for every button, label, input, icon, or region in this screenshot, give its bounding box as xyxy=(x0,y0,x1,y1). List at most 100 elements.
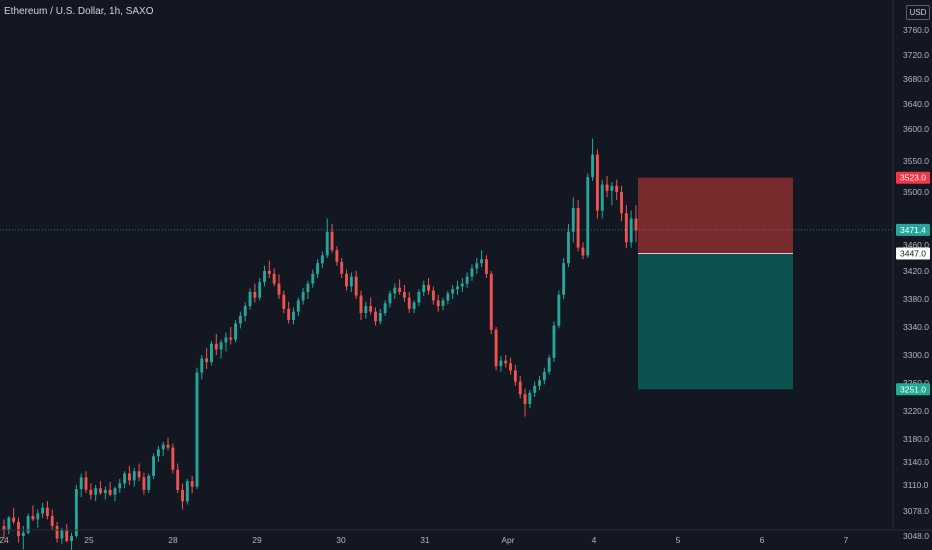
candle[interactable] xyxy=(171,443,175,474)
candle[interactable] xyxy=(475,258,479,274)
candle[interactable] xyxy=(586,173,590,258)
candle[interactable] xyxy=(185,478,189,505)
candle[interactable] xyxy=(181,483,184,510)
candle[interactable] xyxy=(296,297,300,316)
candle[interactable] xyxy=(562,258,566,299)
candle[interactable] xyxy=(393,283,397,299)
candle[interactable] xyxy=(456,280,459,295)
candle[interactable] xyxy=(330,223,334,253)
candle[interactable] xyxy=(528,390,532,409)
candle[interactable] xyxy=(306,280,310,299)
candle[interactable] xyxy=(533,381,537,397)
candle[interactable] xyxy=(26,513,30,535)
candle[interactable] xyxy=(504,355,508,368)
candle[interactable] xyxy=(219,339,223,359)
candle[interactable] xyxy=(137,463,141,482)
candle[interactable] xyxy=(234,320,238,343)
candle[interactable] xyxy=(99,481,102,495)
candle[interactable] xyxy=(12,507,16,525)
candle[interactable] xyxy=(335,246,339,266)
candle[interactable] xyxy=(89,483,93,500)
candle[interactable] xyxy=(581,242,585,260)
candle[interactable] xyxy=(190,475,194,494)
candle[interactable] xyxy=(364,301,368,319)
candle[interactable] xyxy=(55,521,59,543)
candle[interactable] xyxy=(210,341,213,366)
candle[interactable] xyxy=(571,197,575,243)
time-axis[interactable]: 24 25 28 29 30 31 Apr 4 5 6 7 xyxy=(0,529,932,545)
candle[interactable] xyxy=(446,290,450,305)
candle[interactable] xyxy=(118,478,122,494)
candle[interactable] xyxy=(340,258,344,278)
candle[interactable] xyxy=(277,274,281,300)
stop-loss-zone[interactable] xyxy=(638,177,793,254)
candle[interactable] xyxy=(349,272,353,292)
candle[interactable] xyxy=(523,388,527,417)
candle[interactable] xyxy=(41,502,45,518)
candle[interactable] xyxy=(200,355,204,380)
candle[interactable] xyxy=(576,199,580,252)
candle[interactable] xyxy=(383,300,387,316)
candle[interactable] xyxy=(31,505,35,521)
candle[interactable] xyxy=(431,286,435,305)
candle[interactable] xyxy=(629,210,633,248)
candle[interactable] xyxy=(489,271,493,334)
candle[interactable] xyxy=(248,288,252,310)
candle[interactable] xyxy=(320,251,324,268)
candle[interactable] xyxy=(369,297,373,315)
candle[interactable] xyxy=(224,332,228,352)
candle[interactable] xyxy=(557,290,561,329)
candle[interactable] xyxy=(451,285,455,299)
candle[interactable] xyxy=(499,356,503,372)
candle[interactable] xyxy=(374,307,377,326)
candle[interactable] xyxy=(127,465,131,485)
candle[interactable] xyxy=(441,297,445,311)
candle[interactable] xyxy=(460,278,464,292)
candle[interactable] xyxy=(470,264,474,281)
candle[interactable] xyxy=(595,149,599,219)
candle[interactable] xyxy=(513,364,517,386)
candle[interactable] xyxy=(480,250,484,268)
candle[interactable] xyxy=(2,519,6,539)
candle[interactable] xyxy=(402,285,406,302)
candle[interactable] xyxy=(166,437,170,451)
candle[interactable] xyxy=(74,485,78,538)
candle[interactable] xyxy=(605,175,609,198)
candle[interactable] xyxy=(70,532,73,550)
candle[interactable] xyxy=(205,348,209,369)
candle[interactable] xyxy=(615,179,619,200)
candle[interactable] xyxy=(624,205,628,249)
candle[interactable] xyxy=(567,223,570,268)
candle[interactable] xyxy=(325,218,329,259)
candle[interactable] xyxy=(417,289,421,306)
candle[interactable] xyxy=(243,302,247,322)
candle[interactable] xyxy=(600,179,604,219)
candle[interactable] xyxy=(436,294,440,312)
candle[interactable] xyxy=(542,367,546,385)
candle[interactable] xyxy=(156,445,160,462)
candle[interactable] xyxy=(45,501,49,520)
candle[interactable] xyxy=(552,321,556,362)
candle[interactable] xyxy=(263,265,266,287)
take-profit-zone[interactable] xyxy=(638,253,793,390)
candle[interactable] xyxy=(214,334,218,355)
candle[interactable] xyxy=(465,272,469,288)
candle[interactable] xyxy=(267,260,271,278)
candle[interactable] xyxy=(311,269,315,288)
candle[interactable] xyxy=(258,278,262,301)
candle[interactable] xyxy=(147,473,151,494)
candle[interactable] xyxy=(229,327,233,345)
candle[interactable] xyxy=(36,509,40,528)
candle[interactable] xyxy=(176,463,180,494)
candle[interactable] xyxy=(84,471,88,494)
candle[interactable] xyxy=(547,355,551,375)
price-axis[interactable]: 3048.0 3078.0 3110.0 3140.0 3180.0 3220.0 3260… xyxy=(892,0,929,541)
candle[interactable] xyxy=(620,185,623,222)
candle[interactable] xyxy=(398,279,402,295)
candle[interactable] xyxy=(301,287,305,305)
candle[interactable] xyxy=(378,308,382,325)
candle[interactable] xyxy=(108,481,112,497)
candle[interactable] xyxy=(7,516,11,535)
